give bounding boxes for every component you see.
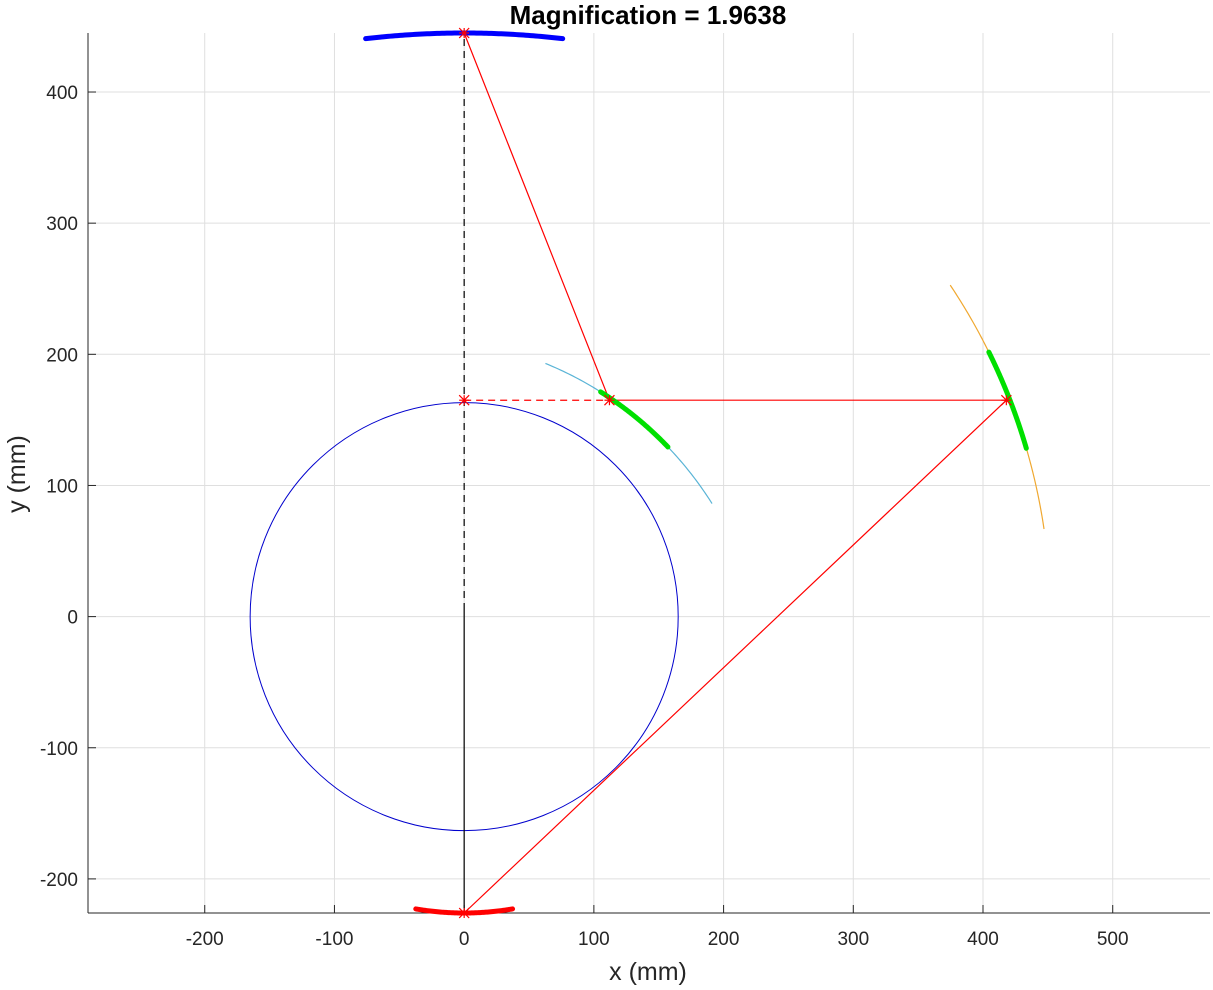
y-tick-label: 100 — [46, 476, 78, 497]
y-tick-label: 0 — [67, 608, 78, 629]
x-tick-label: 400 — [967, 929, 999, 950]
x-tick-label: -200 — [186, 929, 224, 950]
ray-path — [463, 32, 1008, 914]
chart-title: Magnification = 1.9638 — [510, 0, 787, 30]
axes — [87, 33, 1210, 914]
point-marker — [458, 907, 470, 919]
y-tick-label: 300 — [46, 214, 78, 235]
tick-labels: -200 -100 0 100 200 300 400 500 -200 -100 0 100 200 3… — [40, 83, 1129, 950]
y-tick-label: 400 — [46, 83, 78, 104]
point-marker — [1000, 394, 1012, 406]
x-tick-label: 300 — [837, 929, 869, 950]
x-tick-label: -100 — [315, 929, 353, 950]
y-axis-label: y (mm) — [3, 435, 31, 513]
y-tick-label: -200 — [40, 870, 78, 891]
y-tick-label: -100 — [40, 739, 78, 760]
point-marker — [458, 394, 470, 406]
crystal2-active-arc — [986, 349, 1029, 451]
x-tick-label: 0 — [459, 929, 470, 950]
x-tick-label: 200 — [708, 929, 740, 950]
point-marker — [458, 27, 470, 39]
x-axis-label: x (mm) — [609, 958, 687, 986]
x-tick-label: 500 — [1097, 929, 1129, 950]
y-tick-label: 200 — [46, 345, 78, 366]
point-marker — [604, 394, 615, 406]
grid — [88, 33, 1210, 913]
x-tick-label: 100 — [578, 929, 610, 950]
plot-area — [249, 27, 1045, 919]
